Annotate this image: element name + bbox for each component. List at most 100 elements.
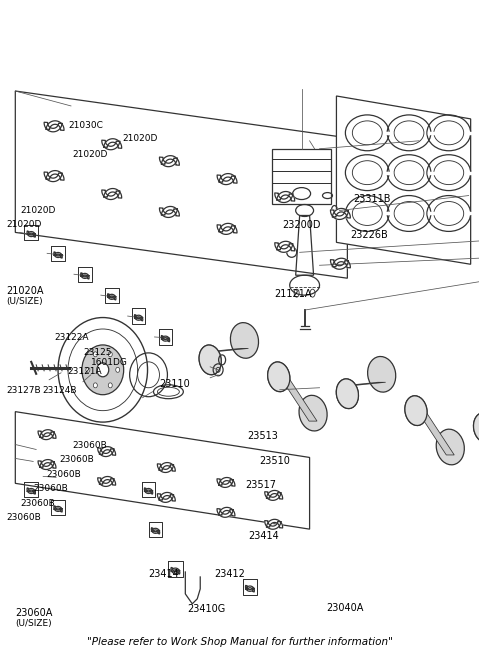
Polygon shape — [81, 274, 89, 279]
Text: 23060B: 23060B — [72, 441, 107, 450]
Text: (U/SIZE): (U/SIZE) — [16, 619, 52, 628]
Ellipse shape — [473, 413, 480, 442]
Ellipse shape — [405, 396, 427, 426]
Polygon shape — [27, 232, 36, 237]
Polygon shape — [99, 447, 116, 455]
Text: 21020A: 21020A — [6, 287, 44, 297]
Polygon shape — [135, 316, 143, 321]
Polygon shape — [217, 225, 235, 234]
Polygon shape — [157, 494, 173, 502]
Polygon shape — [27, 231, 35, 237]
Polygon shape — [333, 258, 350, 268]
Text: 23510: 23510 — [259, 457, 290, 466]
Polygon shape — [217, 508, 233, 518]
Polygon shape — [275, 193, 293, 203]
Polygon shape — [152, 528, 160, 534]
Polygon shape — [144, 488, 153, 493]
Ellipse shape — [116, 367, 120, 373]
Polygon shape — [54, 506, 62, 512]
Polygon shape — [108, 295, 116, 300]
Text: 23513: 23513 — [247, 432, 278, 441]
Text: 23060B: 23060B — [60, 455, 95, 464]
Polygon shape — [27, 488, 35, 493]
Polygon shape — [265, 521, 281, 529]
Polygon shape — [246, 586, 254, 592]
Polygon shape — [331, 210, 348, 220]
Text: 23121A: 23121A — [67, 367, 102, 376]
Ellipse shape — [299, 396, 327, 431]
Text: 23124B: 23124B — [42, 386, 76, 395]
Polygon shape — [54, 253, 62, 258]
Text: 23412: 23412 — [214, 569, 245, 579]
Polygon shape — [98, 448, 114, 457]
Polygon shape — [27, 489, 36, 494]
Polygon shape — [159, 208, 177, 217]
Polygon shape — [161, 207, 180, 216]
Text: 23410G: 23410G — [188, 604, 226, 614]
Polygon shape — [46, 121, 64, 131]
Polygon shape — [219, 174, 237, 183]
Polygon shape — [219, 224, 237, 233]
Polygon shape — [265, 492, 281, 501]
Text: 23060A: 23060A — [16, 608, 53, 618]
Text: 23311B: 23311B — [354, 194, 391, 203]
Text: 21030C: 21030C — [68, 121, 103, 130]
Text: 21020D: 21020D — [122, 134, 157, 143]
Ellipse shape — [93, 383, 97, 388]
Polygon shape — [331, 260, 348, 269]
Polygon shape — [54, 252, 62, 258]
Polygon shape — [38, 431, 54, 440]
Text: 1601DG: 1601DG — [91, 358, 128, 367]
Polygon shape — [108, 294, 116, 299]
Text: 23200D: 23200D — [282, 220, 321, 230]
Text: 23040A: 23040A — [326, 603, 363, 613]
Polygon shape — [159, 462, 175, 471]
Polygon shape — [98, 478, 114, 486]
Text: 23122A: 23122A — [54, 333, 88, 342]
Polygon shape — [277, 192, 295, 201]
Polygon shape — [266, 520, 283, 528]
Polygon shape — [343, 382, 385, 386]
Text: 21020D: 21020D — [21, 206, 56, 215]
Text: 23414: 23414 — [249, 531, 279, 541]
Polygon shape — [104, 138, 121, 148]
Text: "Please refer to Work Shop Manual for further information": "Please refer to Work Shop Manual for fu… — [87, 637, 393, 647]
Polygon shape — [161, 336, 169, 342]
Ellipse shape — [82, 345, 124, 395]
Ellipse shape — [336, 379, 359, 409]
Ellipse shape — [86, 367, 90, 373]
Polygon shape — [206, 348, 249, 352]
Polygon shape — [266, 491, 283, 499]
Text: 23125: 23125 — [84, 348, 112, 357]
Polygon shape — [159, 157, 177, 167]
Polygon shape — [81, 273, 89, 278]
Polygon shape — [275, 243, 293, 253]
Polygon shape — [104, 188, 121, 198]
Polygon shape — [99, 476, 116, 485]
Text: 23127B: 23127B — [6, 386, 41, 395]
Polygon shape — [134, 315, 143, 320]
Polygon shape — [40, 430, 56, 438]
Polygon shape — [161, 335, 169, 341]
Polygon shape — [159, 493, 175, 501]
Polygon shape — [44, 172, 62, 182]
Ellipse shape — [108, 352, 112, 357]
Ellipse shape — [336, 379, 359, 409]
Polygon shape — [102, 140, 120, 150]
Text: 23414: 23414 — [148, 569, 179, 579]
Text: (U/SIZE): (U/SIZE) — [6, 297, 43, 306]
Text: 23060B: 23060B — [47, 470, 82, 479]
Polygon shape — [217, 479, 233, 487]
Text: 23060B: 23060B — [34, 484, 69, 493]
Text: 21020D: 21020D — [72, 150, 108, 159]
Polygon shape — [219, 478, 235, 486]
Ellipse shape — [230, 323, 259, 358]
Polygon shape — [157, 464, 173, 472]
Ellipse shape — [93, 352, 97, 357]
Ellipse shape — [368, 356, 396, 392]
Ellipse shape — [199, 345, 221, 375]
Ellipse shape — [268, 362, 290, 392]
Polygon shape — [144, 489, 153, 494]
Polygon shape — [46, 171, 64, 180]
Text: 23517: 23517 — [245, 480, 276, 490]
